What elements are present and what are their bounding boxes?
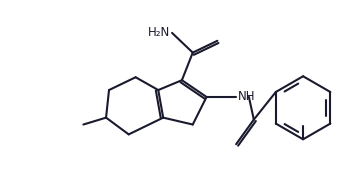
Text: NH: NH: [238, 91, 256, 103]
Text: H₂N: H₂N: [148, 26, 170, 39]
